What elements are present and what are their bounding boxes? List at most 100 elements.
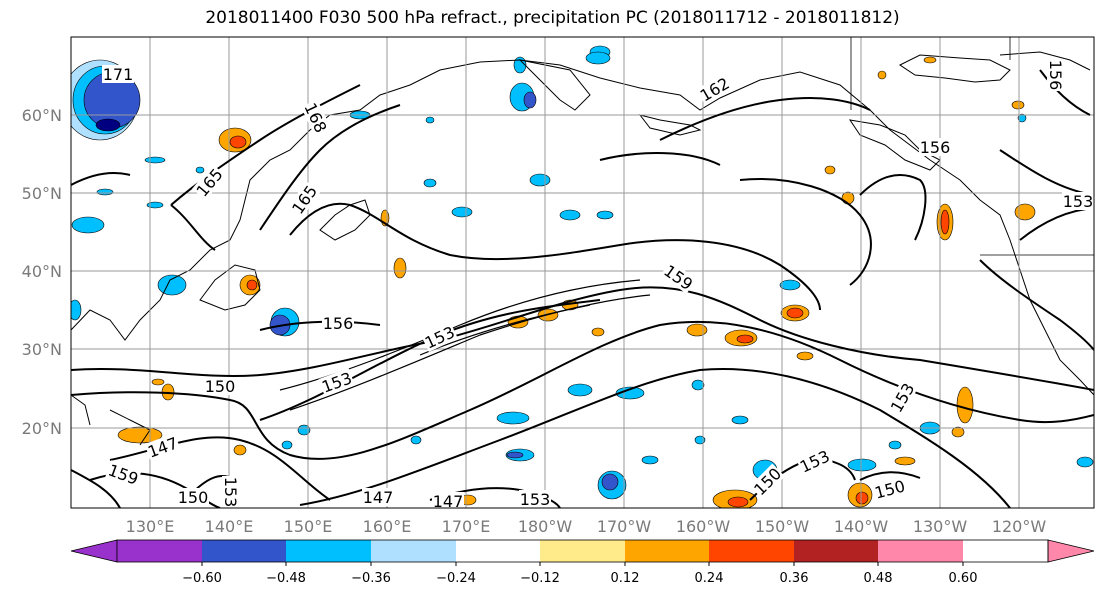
precip-blob (146, 201, 164, 209)
colorbar-segment (540, 540, 625, 562)
precip-blob (117, 426, 163, 444)
lon-label: 160°E (363, 517, 412, 536)
contour-label: 156 (920, 138, 951, 157)
colorbar-tick-label: −0.60 (182, 571, 222, 586)
lon-label: 130°W (913, 517, 968, 536)
precip-blob (451, 206, 473, 218)
colorbar-tick-label: −0.36 (351, 571, 391, 586)
precip-blob (596, 210, 614, 220)
precip-blob (615, 386, 645, 400)
longitude-labels: 130°E 140°E 150°E 160°E 170°E 180°W 170°W 160°W… (126, 517, 1047, 536)
contour-label: 153 (319, 368, 354, 396)
precip-blob (585, 51, 611, 65)
lon-label: 150°W (755, 517, 810, 536)
contour-label: 153 (1063, 192, 1094, 211)
precip-blob (841, 191, 855, 205)
contour-label: 153 (887, 380, 919, 416)
precip-blob (855, 491, 869, 505)
lat-label: 30°N (22, 340, 62, 359)
precip-blob (1076, 456, 1094, 468)
lon-label: 180°W (518, 517, 573, 536)
lon-label: 170°E (442, 517, 491, 536)
precip-blob (786, 307, 804, 319)
colorbar-segment (878, 540, 963, 562)
precip-blob (71, 216, 105, 234)
map-title: 2018011400 F030 500 hPa refract., precip… (205, 8, 900, 28)
precip-blob (727, 496, 749, 508)
precip-blob (940, 209, 950, 235)
contour-label: 156 (1046, 60, 1065, 91)
lon-label: 120°W (992, 517, 1047, 536)
latitude-labels: 60°N 50°N 40°N 30°N 20°N (22, 106, 62, 438)
colorbar-tick-label: 0.48 (864, 571, 893, 586)
colorbar-tick-label: 0.60 (949, 571, 978, 586)
precip-blob (601, 473, 619, 491)
contour-label: 165 (288, 182, 321, 218)
contour-label: 153 (221, 477, 240, 508)
precip-blob (513, 56, 527, 74)
contour-label: 159 (106, 460, 141, 488)
precip-blob (96, 188, 114, 196)
precip-blob (591, 327, 605, 337)
precip-blob (229, 135, 247, 149)
precip-blob (894, 456, 916, 466)
colorbar-segment (456, 540, 540, 562)
colorbar-tick-label: −0.48 (266, 571, 306, 586)
precip-blob (796, 351, 814, 361)
contour-label: 171 (103, 65, 134, 84)
precip-blob (195, 166, 205, 174)
precip-blob (877, 70, 887, 80)
colorbar-tick-label: 0.36 (780, 571, 809, 586)
precip-blob (559, 209, 581, 221)
colorbar-segment (286, 540, 371, 562)
precip-blob (779, 279, 801, 291)
lon-label: 140°W (834, 517, 889, 536)
precip-blob (233, 444, 247, 456)
plot-frame (70, 36, 1095, 509)
precip-blob (1017, 113, 1027, 123)
lat-label: 40°N (22, 262, 62, 281)
lon-label: 160°W (676, 517, 731, 536)
contour-label: 147 (433, 492, 464, 511)
contour-label: 156 (323, 314, 354, 333)
contour-label: 150 (873, 476, 907, 502)
precip-blob (1014, 203, 1036, 221)
precip-blob (425, 116, 435, 124)
precip-blob (144, 156, 166, 164)
colorbar-segment (202, 540, 286, 562)
precip-blob (246, 279, 258, 291)
precip-blob (151, 378, 165, 386)
lon-label: 150°E (284, 517, 333, 536)
precip-blob (529, 173, 551, 187)
precip-blob (506, 451, 524, 459)
colorbar-segment (371, 540, 456, 562)
contour-label: 150 (205, 377, 236, 396)
lon-label: 170°W (597, 517, 652, 536)
precip-blob (956, 386, 974, 424)
precip-blob (731, 415, 749, 425)
colorbar-segment (117, 540, 202, 562)
precip-blob (393, 257, 407, 279)
colorbar-segment (625, 540, 709, 562)
precip-blob (281, 440, 293, 450)
precip-blob (1011, 100, 1025, 110)
precip-blob (824, 165, 836, 175)
lat-label: 60°N (22, 106, 62, 125)
precip-blob (523, 91, 537, 109)
lat-label: 50°N (22, 184, 62, 203)
precip-blob (923, 56, 937, 64)
lon-label: 140°E (205, 517, 254, 536)
contour-label: 150 (178, 488, 209, 507)
lat-label: 20°N (22, 419, 62, 438)
colorbar-extend-low (70, 539, 118, 563)
precip-blob (410, 435, 422, 445)
colorbar-segment (794, 540, 878, 562)
precip-blob (71, 299, 82, 321)
graticule (71, 37, 1094, 508)
precip-blob (423, 178, 437, 188)
contour-label: 153 (520, 490, 551, 509)
lon-label: 130°E (126, 517, 175, 536)
colorbar-tick-label: 0.24 (695, 571, 724, 586)
contour-label: 159 (660, 261, 696, 294)
